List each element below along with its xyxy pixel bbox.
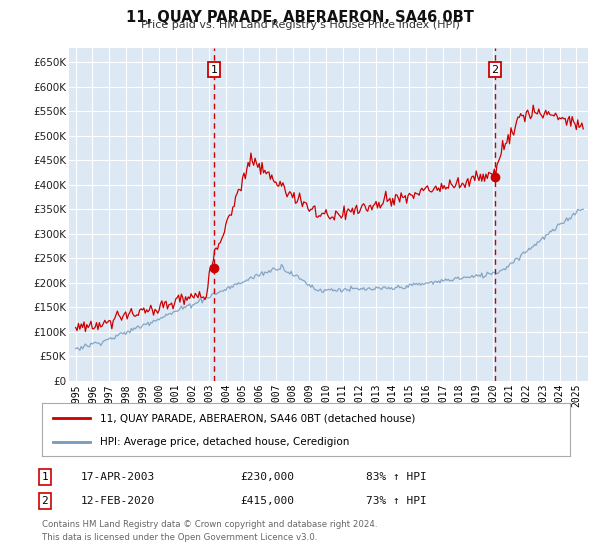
Text: Contains HM Land Registry data © Crown copyright and database right 2024.: Contains HM Land Registry data © Crown c… — [42, 520, 377, 529]
Text: 83% ↑ HPI: 83% ↑ HPI — [366, 472, 427, 482]
Text: 11, QUAY PARADE, ABERAERON, SA46 0BT: 11, QUAY PARADE, ABERAERON, SA46 0BT — [126, 10, 474, 25]
Text: 1: 1 — [211, 64, 218, 74]
Text: 2: 2 — [41, 496, 49, 506]
Text: £415,000: £415,000 — [240, 496, 294, 506]
Text: 17-APR-2003: 17-APR-2003 — [81, 472, 155, 482]
Text: 2: 2 — [491, 64, 499, 74]
Text: HPI: Average price, detached house, Ceredigion: HPI: Average price, detached house, Cere… — [100, 436, 349, 446]
Text: This data is licensed under the Open Government Licence v3.0.: This data is licensed under the Open Gov… — [42, 533, 317, 542]
Text: Price paid vs. HM Land Registry's House Price Index (HPI): Price paid vs. HM Land Registry's House … — [140, 20, 460, 30]
Text: 11, QUAY PARADE, ABERAERON, SA46 0BT (detached house): 11, QUAY PARADE, ABERAERON, SA46 0BT (de… — [100, 413, 415, 423]
Text: £230,000: £230,000 — [240, 472, 294, 482]
Text: 73% ↑ HPI: 73% ↑ HPI — [366, 496, 427, 506]
Text: 1: 1 — [41, 472, 49, 482]
Text: 12-FEB-2020: 12-FEB-2020 — [81, 496, 155, 506]
